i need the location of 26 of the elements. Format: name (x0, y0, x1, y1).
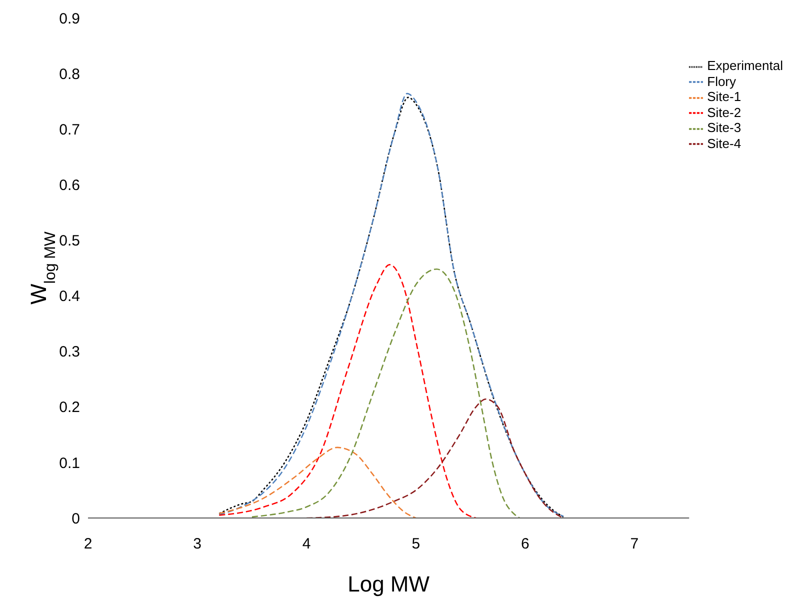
y-tick-label: 0.8 (59, 66, 80, 83)
y-tick-label: 0.2 (59, 399, 80, 416)
legend-label: Site-1 (707, 89, 742, 104)
y-tick-label: 0 (72, 510, 80, 528)
x-tick-label: 5 (412, 536, 420, 553)
y-tick-label: 0.5 (59, 232, 80, 250)
legend-label: Site-2 (707, 104, 742, 120)
x-tick-label: 3 (193, 536, 202, 553)
y-tick-label: 0.7 (59, 121, 80, 138)
y-tick-label: 0.6 (59, 176, 80, 194)
y-tick-label: 0.3 (59, 344, 80, 361)
y-tick-label: 0.9 (59, 10, 80, 28)
x-tick-label: 4 (302, 536, 311, 553)
x-axis-title: Log MW (348, 572, 430, 597)
line-series (218, 264, 477, 518)
legend-label: Flory (707, 74, 736, 89)
line-series (251, 268, 520, 518)
x-tick-label: 6 (521, 536, 530, 553)
x-tick-label: 7 (630, 536, 639, 553)
x-tick-label: 2 (84, 536, 92, 553)
legend-label: Site-4 (707, 136, 742, 151)
y-tick-label: 0.1 (59, 454, 80, 472)
legend-label: Site-3 (707, 120, 742, 136)
y-tick-label: 0.4 (59, 288, 80, 306)
legend-label: Experimental (707, 58, 783, 73)
line-series (218, 446, 417, 518)
